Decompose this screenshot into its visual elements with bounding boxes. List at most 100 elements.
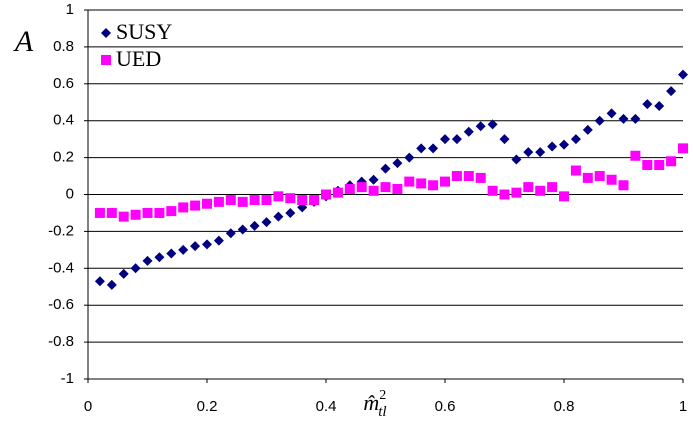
point bbox=[368, 185, 379, 196]
y-axis-label: A bbox=[13, 25, 34, 58]
point bbox=[594, 171, 605, 182]
point bbox=[154, 207, 165, 218]
point bbox=[559, 191, 569, 202]
point bbox=[178, 244, 189, 255]
point bbox=[570, 165, 581, 176]
point bbox=[261, 195, 272, 206]
point bbox=[154, 252, 165, 263]
point bbox=[380, 182, 391, 193]
point bbox=[142, 207, 153, 218]
point bbox=[368, 174, 379, 185]
point bbox=[94, 276, 105, 287]
point bbox=[463, 171, 474, 182]
point bbox=[309, 195, 320, 206]
point bbox=[202, 198, 212, 209]
point bbox=[523, 182, 534, 193]
point bbox=[261, 217, 272, 228]
y-tick-label: 0.4 bbox=[53, 112, 74, 129]
point bbox=[630, 150, 641, 161]
point bbox=[511, 154, 522, 165]
point bbox=[678, 143, 688, 154]
point bbox=[428, 143, 439, 154]
x-axis-label: m̂ bbox=[363, 390, 379, 415]
point bbox=[225, 228, 236, 239]
x-axis-label-sup: 2 bbox=[379, 388, 386, 403]
y-tick-label: 1 bbox=[66, 1, 74, 18]
point bbox=[654, 159, 665, 170]
point bbox=[559, 139, 569, 150]
point bbox=[475, 121, 486, 132]
x-axis-label-sub: tl bbox=[378, 404, 386, 420]
y-tick-label: 0.2 bbox=[53, 149, 74, 166]
point bbox=[582, 172, 593, 183]
point bbox=[618, 180, 629, 191]
x-tick-label: 0.2 bbox=[197, 398, 218, 415]
point bbox=[225, 195, 236, 206]
legend-label: UED bbox=[116, 46, 161, 71]
y-tick-label: 0.6 bbox=[53, 75, 74, 92]
point bbox=[106, 207, 117, 218]
point bbox=[142, 255, 153, 266]
x-tick-label: 0.4 bbox=[316, 398, 337, 415]
point bbox=[392, 183, 403, 194]
point bbox=[213, 196, 224, 207]
point bbox=[404, 152, 415, 163]
point bbox=[213, 235, 224, 246]
point bbox=[523, 147, 534, 158]
point bbox=[642, 99, 653, 110]
point bbox=[94, 207, 105, 218]
y-tick-label: 0.8 bbox=[53, 38, 74, 55]
point bbox=[654, 100, 665, 111]
point bbox=[416, 143, 427, 154]
point bbox=[237, 196, 248, 207]
point bbox=[535, 185, 546, 196]
point bbox=[356, 182, 367, 193]
point bbox=[487, 119, 498, 130]
x-axis-label-group: m̂2 tl bbox=[363, 388, 386, 420]
point bbox=[451, 171, 462, 182]
point bbox=[106, 279, 117, 290]
point bbox=[535, 147, 546, 158]
point bbox=[582, 124, 593, 135]
point bbox=[440, 176, 450, 187]
y-tick-label: -0.6 bbox=[48, 296, 74, 313]
point bbox=[130, 209, 141, 220]
point bbox=[118, 211, 129, 222]
y-tick-label: -1 bbox=[61, 370, 74, 387]
point bbox=[166, 206, 177, 217]
y-tick-label: 0 bbox=[66, 185, 74, 202]
point bbox=[463, 126, 474, 137]
point bbox=[273, 211, 284, 222]
point bbox=[570, 134, 581, 145]
point bbox=[416, 178, 427, 189]
point bbox=[499, 134, 510, 145]
point bbox=[249, 195, 260, 206]
point bbox=[202, 239, 212, 250]
point bbox=[618, 113, 629, 124]
point bbox=[499, 189, 510, 200]
point bbox=[547, 141, 558, 152]
legend-marker bbox=[101, 28, 111, 38]
y-tick-label: -0.2 bbox=[48, 222, 74, 239]
point bbox=[511, 187, 522, 198]
point bbox=[594, 115, 605, 126]
point bbox=[285, 207, 296, 218]
x-tick-label: 1 bbox=[679, 398, 687, 415]
point bbox=[642, 159, 653, 170]
point bbox=[190, 200, 201, 211]
legend-label: SUSY bbox=[116, 19, 172, 44]
point bbox=[475, 172, 486, 183]
point bbox=[440, 134, 450, 145]
point bbox=[428, 180, 439, 191]
legend-marker bbox=[101, 55, 111, 65]
point bbox=[606, 108, 617, 119]
point bbox=[547, 182, 558, 193]
point bbox=[166, 248, 177, 259]
point bbox=[273, 191, 284, 202]
point bbox=[678, 69, 688, 80]
point bbox=[285, 193, 296, 204]
point bbox=[666, 86, 677, 97]
y-tick-label: -0.4 bbox=[48, 259, 74, 276]
x-tick-label: 0.6 bbox=[435, 398, 456, 415]
